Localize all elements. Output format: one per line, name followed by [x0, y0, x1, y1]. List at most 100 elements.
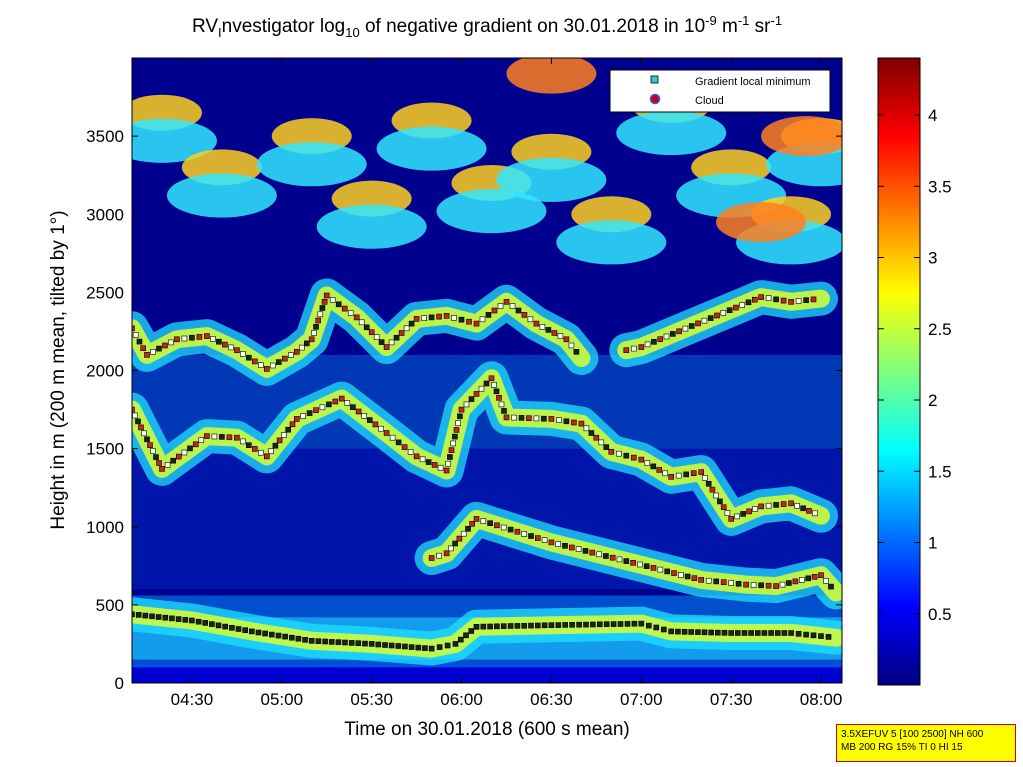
gradient-minimum-marker — [168, 339, 174, 346]
gradient-minimum-marker — [683, 471, 690, 478]
gradient-minimum-marker — [663, 333, 670, 340]
heatmap-upper-halo — [166, 173, 277, 218]
gradient-minimum-marker — [149, 613, 155, 620]
gradient-minimum-marker — [358, 319, 365, 326]
cloud-marker — [436, 313, 442, 320]
gradient-minimum-marker — [445, 460, 452, 467]
gradient-minimum-marker — [493, 388, 500, 395]
cloud-marker — [226, 434, 233, 441]
cloud-marker — [252, 358, 258, 365]
cloud-marker — [765, 582, 772, 589]
gradient-minimum-marker — [515, 307, 522, 314]
gradient-minimum-marker — [281, 432, 287, 438]
gradient-minimum-marker — [156, 345, 162, 352]
gradient-minimum-marker — [500, 623, 507, 630]
gradient-minimum-marker — [705, 577, 712, 584]
gradient-minimum-marker — [545, 327, 552, 333]
gradient-minimum-marker — [189, 334, 195, 341]
gradient-minimum-marker — [735, 580, 742, 587]
gradient-minimum-marker — [556, 417, 562, 423]
cloud-marker — [313, 407, 319, 414]
cloud-marker — [204, 333, 210, 339]
gradient-minimum-marker — [228, 344, 234, 351]
gradient-minimum-marker — [348, 640, 355, 646]
gradient-minimum-marker — [455, 420, 462, 426]
cloud-marker — [204, 433, 210, 439]
gradient-minimum-marker — [708, 629, 715, 636]
cloud-marker — [398, 330, 405, 336]
gradient-minimum-marker — [497, 303, 504, 309]
cloud-marker — [162, 342, 168, 349]
x-tick-label: 07:00 — [620, 690, 663, 709]
gradient-minimum-marker — [460, 530, 467, 537]
y-tick-label: 3500 — [86, 127, 124, 146]
legend-label-cloud: Cloud — [695, 95, 724, 107]
heatmap-upper-halo — [376, 126, 487, 171]
gradient-minimum-marker — [509, 303, 516, 309]
cloud-marker — [263, 453, 270, 460]
gradient-minimum-marker — [436, 644, 443, 650]
x-tick-label: 08:00 — [800, 690, 843, 709]
gradient-minimum-marker — [596, 551, 602, 558]
cloud-marker — [234, 434, 240, 441]
gradient-minimum-marker — [436, 552, 442, 559]
gradient-minimum-marker — [518, 415, 525, 421]
gradient-minimum-marker — [675, 628, 681, 635]
gradient-minimum-marker — [425, 459, 432, 465]
gradient-minimum-marker — [582, 548, 589, 554]
gradient-minimum-marker — [588, 430, 595, 436]
gradient-minimum-marker — [415, 644, 422, 651]
gradient-minimum-marker — [444, 642, 451, 649]
x-tick-label: 05:00 — [261, 690, 304, 709]
gradient-minimum-marker — [202, 620, 208, 626]
gradient-minimum-marker — [164, 461, 171, 468]
gradient-minimum-marker — [528, 533, 534, 539]
gradient-minimum-marker — [748, 630, 754, 636]
gradient-minimum-marker — [389, 434, 396, 441]
cloud-marker — [383, 430, 390, 436]
heatmap-upper-halo — [436, 189, 547, 234]
gradient-minimum-marker — [403, 325, 410, 332]
gradient-minimum-marker — [701, 317, 708, 324]
gradient-minimum-marker — [728, 580, 735, 586]
cloud-marker — [810, 296, 817, 303]
gradient-minimum-marker — [651, 338, 657, 345]
gradient-minimum-marker — [761, 630, 768, 636]
cloud-marker — [548, 416, 555, 422]
gradient-minimum-marker — [494, 623, 500, 630]
info-line-1: 3.5XEFUV 5 [100 2500] NH 600 — [841, 729, 984, 740]
gradient-minimum-marker — [457, 413, 463, 420]
cloud-marker — [473, 391, 480, 397]
gradient-minimum-marker — [527, 316, 534, 323]
gradient-minimum-marker — [308, 637, 315, 644]
gradient-minimum-marker — [378, 339, 385, 345]
gradient-minimum-marker — [714, 629, 721, 636]
gradient-minimum-marker — [548, 622, 555, 629]
gradient-minimum-marker — [395, 643, 402, 649]
cloud-marker — [690, 470, 697, 477]
gradient-minimum-marker — [452, 433, 458, 440]
gradient-minimum-marker — [485, 312, 492, 318]
cloud-marker — [630, 454, 637, 461]
cloud-marker — [174, 336, 180, 343]
gradient-minimum-marker — [754, 630, 761, 636]
cloud-marker — [293, 348, 300, 355]
cloud-marker — [353, 314, 360, 321]
cloud-marker — [650, 565, 657, 571]
info-line-2: MB 200 RG 15% TI 0 HI 15 — [841, 742, 963, 753]
gradient-minimum-marker — [235, 626, 242, 632]
gradient-minimum-marker — [596, 621, 603, 628]
gradient-minimum-marker — [590, 621, 596, 628]
gradient-minimum-marker — [752, 506, 758, 512]
cloud-marker — [466, 318, 472, 325]
colorbar-tick-label: 3 — [928, 249, 937, 268]
gradient-minimum-marker — [311, 330, 317, 336]
cloud-marker — [751, 296, 758, 303]
cloud-marker — [526, 415, 532, 422]
gradient-minimum-marker — [437, 464, 444, 471]
gradient-minimum-marker — [514, 623, 521, 629]
gradient-minimum-marker — [724, 510, 731, 516]
cloud-marker — [443, 312, 450, 319]
cloud-marker — [676, 328, 682, 335]
gradient-minimum-marker — [645, 622, 652, 629]
